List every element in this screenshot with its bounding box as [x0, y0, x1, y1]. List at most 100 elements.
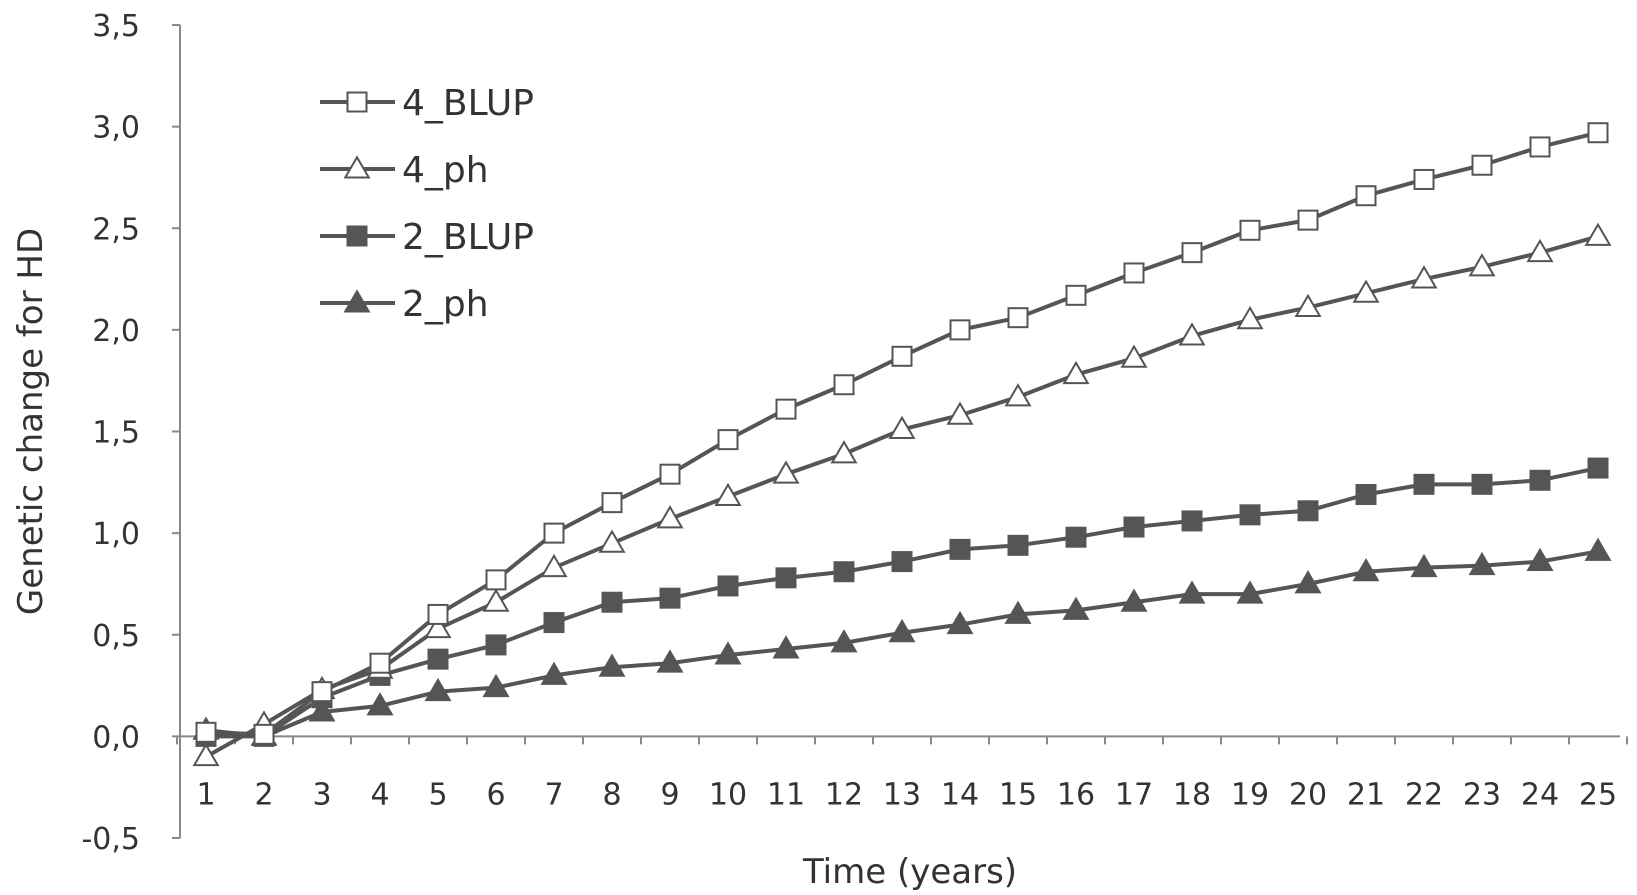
x-tick-label: 3 — [312, 777, 331, 812]
y-axis-title: Genetic change for HD — [11, 228, 51, 615]
data-point — [830, 440, 858, 464]
data-point — [1352, 557, 1380, 582]
y-ticks: -0,5 0,0 0,5 1,0 1,5 2,0 2,5 3,0 3,5 — [81, 9, 180, 857]
data-point — [1239, 219, 1261, 241]
data-point — [1468, 253, 1496, 277]
data-point — [482, 588, 510, 612]
data-point — [888, 618, 916, 643]
y-tick-label: 1,5 — [92, 416, 140, 451]
y-tick-label: 3,0 — [92, 111, 140, 146]
legend-label: 4_BLUP — [402, 83, 534, 124]
data-point — [1529, 136, 1551, 158]
data-point — [656, 505, 684, 529]
data-point — [424, 677, 452, 702]
data-point — [427, 603, 449, 625]
data-point — [775, 398, 797, 420]
data-point — [424, 614, 452, 639]
y-tick-label: 1,0 — [92, 517, 140, 552]
data-point — [1294, 293, 1322, 317]
y-tick-label: 2,0 — [92, 314, 140, 349]
data-point — [1181, 242, 1203, 264]
data-point — [601, 492, 623, 514]
data-point — [830, 629, 858, 653]
data-point — [1413, 473, 1435, 495]
x-axis-title: Time (years) — [802, 852, 1017, 892]
data-point — [1062, 360, 1090, 385]
x-tick-label: 22 — [1405, 777, 1443, 812]
data-point — [946, 401, 974, 425]
data-point — [717, 429, 739, 451]
data-point — [543, 612, 565, 634]
data-point — [1236, 305, 1264, 330]
data-point — [1413, 168, 1435, 190]
x-tick-label: 20 — [1289, 777, 1327, 812]
data-point — [1065, 284, 1087, 306]
legend-item: 2_BLUP — [320, 217, 534, 258]
data-point — [1123, 516, 1145, 538]
x-tick-label: 11 — [767, 777, 805, 812]
data-point — [946, 610, 974, 635]
x-tick-label: 12 — [825, 777, 863, 812]
data-point — [1471, 154, 1493, 176]
x-tick-label: 6 — [486, 777, 505, 812]
x-tick-label: 5 — [428, 777, 447, 812]
legend: 4_BLUP 4_ph 2_BLUP 2_ph — [320, 83, 534, 325]
data-point — [601, 591, 623, 613]
data-point — [1297, 500, 1319, 522]
data-point — [346, 225, 368, 247]
x-tick-label: 23 — [1463, 777, 1501, 812]
data-point — [1355, 185, 1377, 207]
legend-label: 2_ph — [402, 284, 489, 325]
data-point — [598, 653, 626, 677]
data-point — [311, 681, 333, 703]
data-point — [485, 634, 507, 656]
data-point — [343, 289, 371, 313]
data-point — [195, 721, 217, 743]
legend-item: 4_ph — [320, 150, 489, 191]
data-point — [888, 415, 916, 439]
x-tick-label: 4 — [370, 777, 389, 812]
data-point — [540, 553, 568, 578]
data-point — [717, 575, 739, 597]
data-point — [1120, 344, 1148, 368]
x-tick-label: 18 — [1173, 777, 1211, 812]
x-tick-label: 8 — [602, 777, 621, 812]
data-point — [543, 522, 565, 544]
y-tick-label: 2,5 — [92, 212, 140, 247]
data-point — [659, 587, 681, 609]
data-point — [1062, 596, 1090, 620]
data-point — [1526, 238, 1554, 263]
x-tick-label: 21 — [1347, 777, 1385, 812]
data-point — [891, 551, 913, 573]
data-point — [343, 155, 371, 179]
axes: -0,50,00,51,01,52,02,53,03,5 1 2 3 4 5 6 7 8 9 10… — [81, 9, 1628, 857]
y-tick-label: -0,5 — [81, 822, 140, 857]
data-point — [656, 649, 684, 673]
data-point — [369, 652, 391, 674]
data-point — [1181, 510, 1203, 532]
x-tick-label: 10 — [709, 777, 747, 812]
data-point — [1410, 553, 1438, 578]
data-point — [1007, 534, 1029, 556]
x-tick-label: 25 — [1579, 777, 1617, 812]
data-point — [659, 463, 681, 485]
data-point — [1178, 580, 1206, 604]
x-tick-label: 14 — [941, 777, 979, 812]
data-point — [1410, 265, 1438, 289]
data-point — [1584, 222, 1612, 246]
data-point — [482, 673, 510, 698]
data-point — [253, 723, 275, 745]
data-point — [891, 345, 913, 367]
data-point — [1236, 580, 1264, 604]
x-tick-label: 17 — [1115, 777, 1153, 812]
data-point — [949, 319, 971, 341]
y-tick-label: 0,0 — [92, 720, 140, 755]
x-tick-label: 15 — [999, 777, 1037, 812]
data-point — [1352, 279, 1380, 303]
data-point — [1355, 484, 1377, 506]
x-ticks: 1 2 3 4 5 6 7 8 9 10 11 12 13 14 15 16 17 18 19 20 21 22 23 24 2… — [176, 736, 1628, 812]
data-point — [1297, 209, 1319, 231]
data-point — [772, 460, 800, 484]
series-4_ph — [192, 222, 1612, 767]
data-point — [427, 648, 449, 670]
